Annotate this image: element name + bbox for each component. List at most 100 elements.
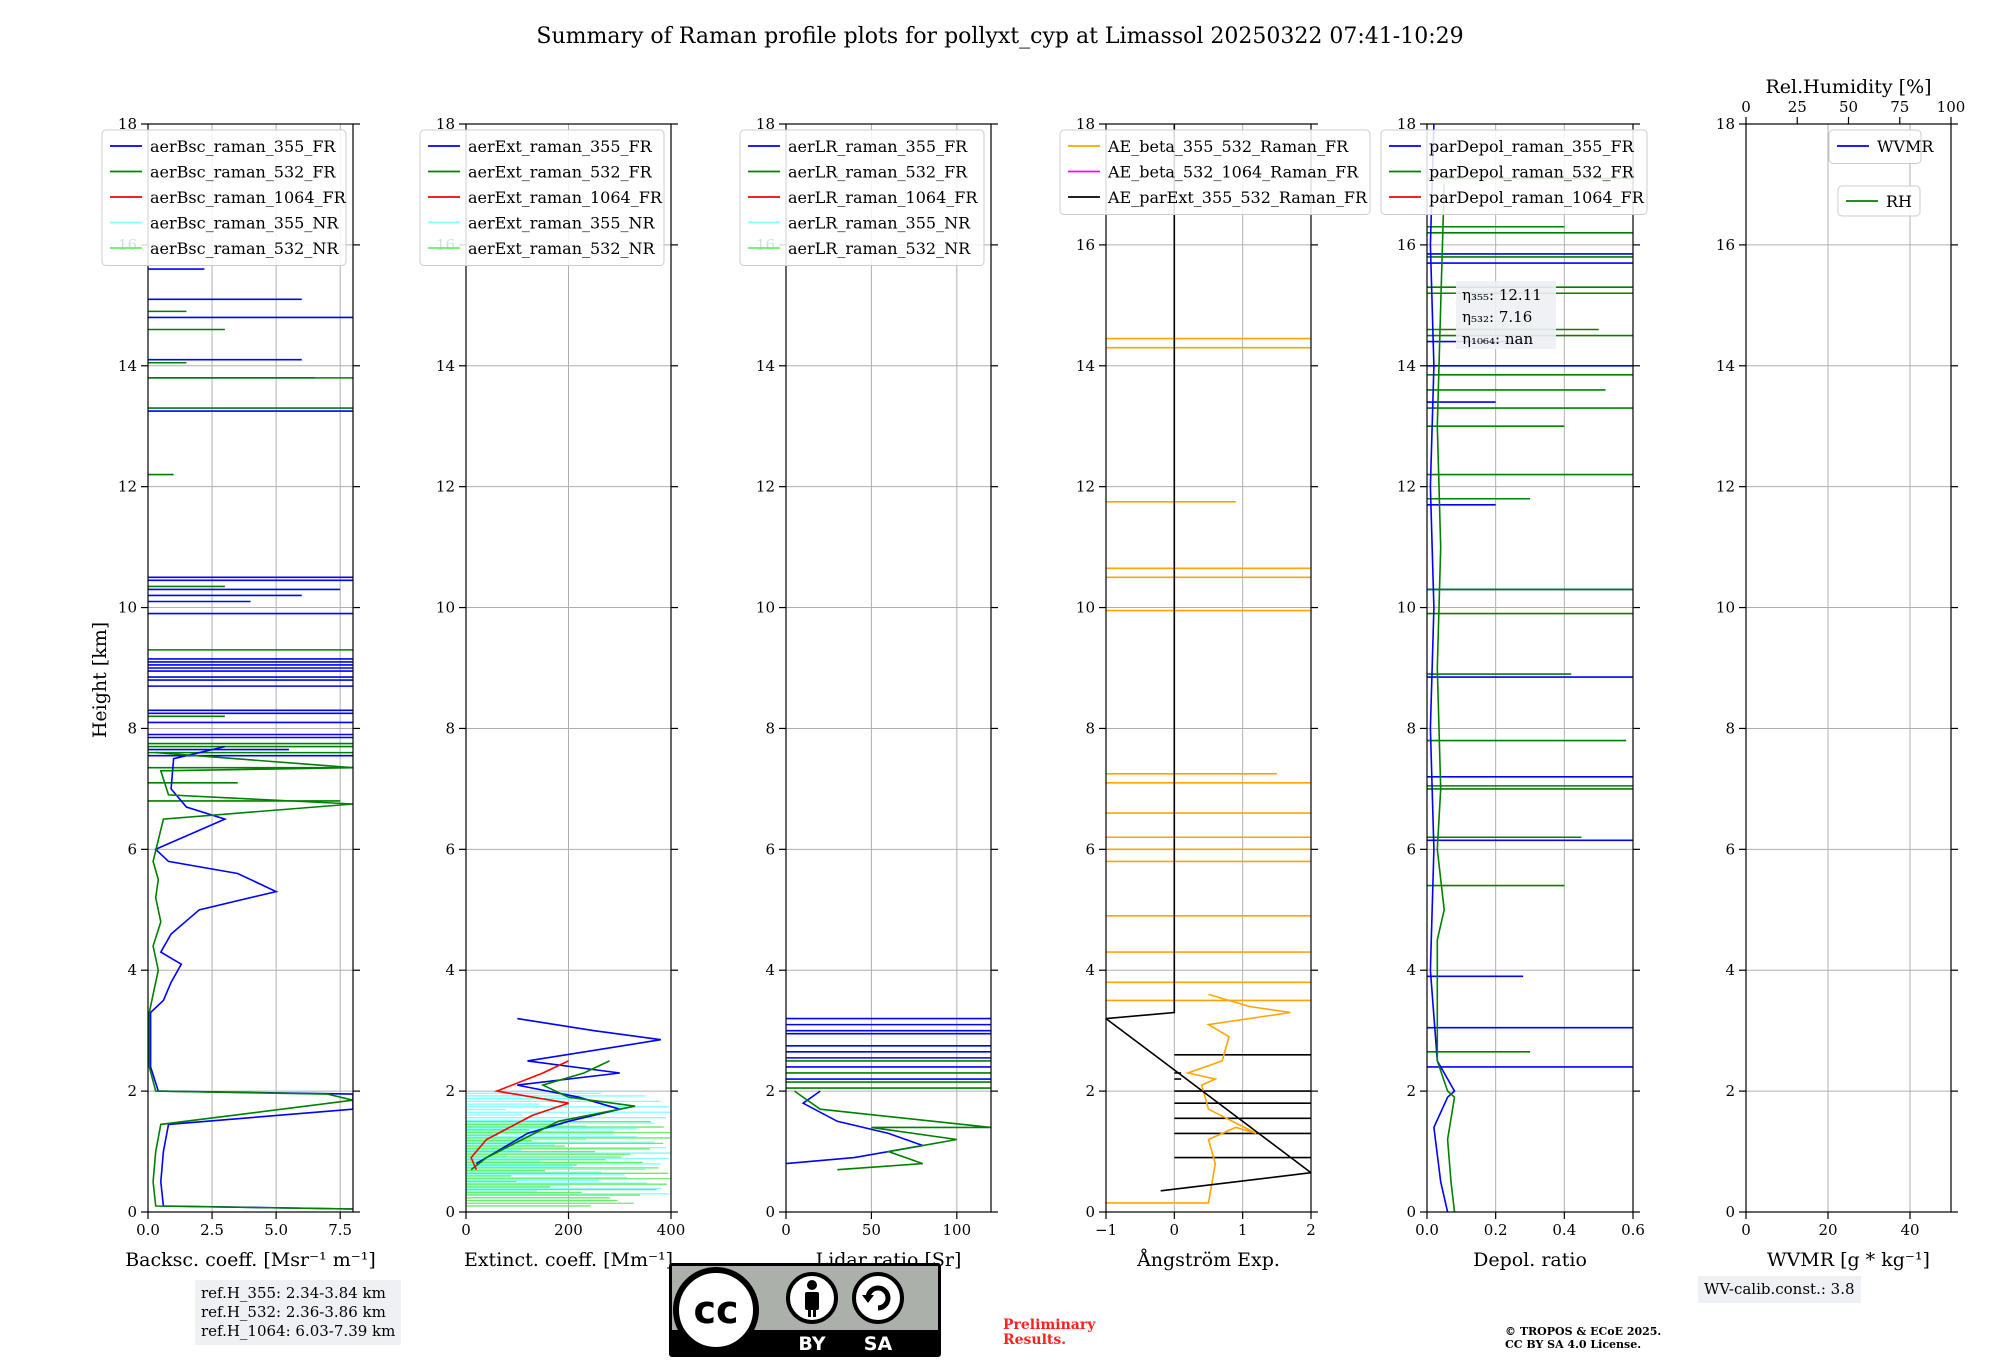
- y-tick-label: 0: [1085, 1203, 1095, 1221]
- legend-entry: aerBsc_raman_355_FR: [150, 137, 336, 156]
- legend-entry: parDepol_raman_355_FR: [1429, 137, 1635, 156]
- x-tick-label: 50: [862, 1221, 881, 1239]
- legend-frame: [419, 129, 665, 266]
- y-tick-label: 8: [1085, 719, 1095, 737]
- annotation-line: η₃₅₅: 12.11: [1462, 286, 1542, 304]
- legend2-frame: [1837, 185, 1921, 217]
- panel-frame: [147, 123, 354, 1213]
- y-tick-label: 4: [1725, 961, 1735, 979]
- legend-entry: aerLR_raman_532_FR: [788, 163, 968, 182]
- y-tick-label: 16: [1076, 236, 1095, 254]
- y-tick-label: 6: [1406, 840, 1416, 858]
- x2-tick-label: 0: [1741, 98, 1751, 116]
- legend-entry: aerLR_raman_532_NR: [788, 239, 971, 258]
- y-tick-label: 2: [1085, 1082, 1095, 1100]
- annotation-line: η₁₀₆₄: nan: [1462, 330, 1533, 348]
- panel-data: [148, 268, 353, 1210]
- copyright-line-2: CC BY SA 4.0 License.: [1505, 1338, 1642, 1351]
- x-tick-label: 5.0: [264, 1221, 288, 1239]
- y-tick-label: 18: [436, 115, 455, 133]
- legend-entry: parDepol_raman_532_FR: [1429, 163, 1635, 182]
- y-tick-label: 10: [756, 599, 775, 617]
- y-tick-label: 6: [127, 840, 137, 858]
- x2-tick-label: 50: [1839, 98, 1858, 116]
- legend-entry: parDepol_raman_1064_FR: [1429, 188, 1645, 207]
- wv-calib-box: WV-calib.const.: 3.8: [1698, 1276, 1861, 1303]
- legend-frame: [1828, 129, 1922, 164]
- y-tick-label: 6: [1085, 840, 1095, 858]
- y-tick-label: 14: [1397, 357, 1416, 375]
- y-tick-label: 12: [1397, 478, 1416, 496]
- by-label: BY: [798, 1333, 825, 1355]
- x-tick-label: 7.5: [328, 1221, 352, 1239]
- y-tick-label: 18: [1397, 115, 1416, 133]
- y-tick-label: 4: [1406, 961, 1416, 979]
- x2-axis-label: Rel.Humidity [%]: [1765, 76, 1931, 98]
- annotation-line: η₅₃₂: 7.16: [1462, 308, 1532, 326]
- y-tick-label: 10: [118, 599, 137, 617]
- reference-height-box: ref.H_355: 2.34-3.84 km ref.H_532: 2.36-…: [195, 1280, 402, 1345]
- x2-tick-label: 25: [1788, 98, 1807, 116]
- x-tick-label: 0.0: [136, 1221, 160, 1239]
- panel-depol: 0 2 4 6 8 10 12 14 16 18 0.0 0.2 0.4 0.6 Depol. ratio p…: [1380, 115, 1648, 1271]
- y-tick-label: 2: [765, 1082, 775, 1100]
- legend-entry: aerBsc_raman_532_NR: [150, 239, 339, 258]
- y-tick-label: 0: [445, 1203, 455, 1221]
- ref-line-355: ref.H_355: 2.34-3.84 km: [201, 1284, 386, 1302]
- copyright-line-1: © TROPOS & ECoE 2025.: [1505, 1325, 1662, 1338]
- by-person-icon: [786, 1272, 838, 1324]
- legend-entry: aerLR_raman_1064_FR: [788, 188, 978, 207]
- y-tick-label: 14: [1076, 357, 1095, 375]
- y-tick-label: 0: [765, 1203, 775, 1221]
- y-tick-label: 4: [445, 961, 455, 979]
- x2-tick-label: 100: [1937, 98, 1966, 116]
- y-tick-label: 16: [1716, 236, 1735, 254]
- legend2-entry: RH: [1886, 192, 1912, 211]
- legend-entry: AE_beta_355_532_Raman_FR: [1107, 137, 1349, 156]
- series-aerBsc_raman_532_FR: [148, 751, 353, 1210]
- y-tick-label: 18: [1076, 115, 1095, 133]
- y-tick-label: 14: [118, 357, 137, 375]
- sa-label: SA: [864, 1333, 893, 1355]
- panel-frame: [1426, 123, 1634, 1213]
- series-AE_beta_355_532_Raman_FR: [1106, 993, 1291, 1204]
- legend: aerBsc_raman_355_FR aerBsc_raman_532_FRae…: [101, 129, 347, 266]
- panel-data: [466, 1017, 671, 1207]
- series-aerExt_raman_1064_FR: [470, 1060, 569, 1171]
- annotation-box: [1456, 281, 1556, 349]
- legend: aerLR_raman_355_FR aerLR_raman_532_FR aerL…: [739, 129, 985, 266]
- y-tick-label: 12: [756, 478, 775, 496]
- x-axis-label: Extinct. coeff. [Mm⁻¹]: [464, 1249, 673, 1271]
- legend-entry: AE_parExt_355_532_Raman_FR: [1107, 188, 1368, 207]
- y-tick-label: 8: [1725, 719, 1735, 737]
- x-axis-label: WVMR [g * kg⁻¹]: [1767, 1249, 1930, 1271]
- series-aerLR_raman_532_FR: [794, 1090, 991, 1171]
- y-tick-label: 10: [1716, 599, 1735, 617]
- y-tick-label: 12: [1716, 478, 1735, 496]
- x-tick-label: 0.4: [1552, 1221, 1576, 1239]
- legend-frame: [1380, 129, 1648, 215]
- legend-entry: aerExt_raman_532_FR: [468, 163, 653, 182]
- series-aerBsc_raman_355_FR: [149, 745, 353, 1210]
- legend-entry: aerBsc_raman_1064_FR: [150, 188, 347, 207]
- legend-entry: aerBsc_raman_355_NR: [150, 214, 339, 233]
- x-tick-label: 0: [461, 1221, 471, 1239]
- x-tick-label: 0: [1170, 1221, 1180, 1239]
- y-tick-label: 18: [1716, 115, 1735, 133]
- figure-title: Summary of Raman profile plots for polly…: [536, 24, 1463, 49]
- y-tick-label: 18: [118, 115, 137, 133]
- y-tick-label: 16: [1397, 236, 1416, 254]
- x-tick-label: 1: [1238, 1221, 1248, 1239]
- series-aerExt_raman_532_FR: [470, 1060, 636, 1171]
- legend: parDepol_raman_355_FR parDepol_raman_532_…: [1380, 129, 1648, 215]
- panel-frame: [1105, 123, 1312, 1213]
- y-tick-label: 0: [127, 1203, 137, 1221]
- x2-tick-label: 75: [1890, 98, 1909, 116]
- y-tick-label: 14: [756, 357, 775, 375]
- x-tick-label: 0: [781, 1221, 791, 1239]
- y-tick-label: 8: [765, 719, 775, 737]
- y-tick-label: 12: [1076, 478, 1095, 496]
